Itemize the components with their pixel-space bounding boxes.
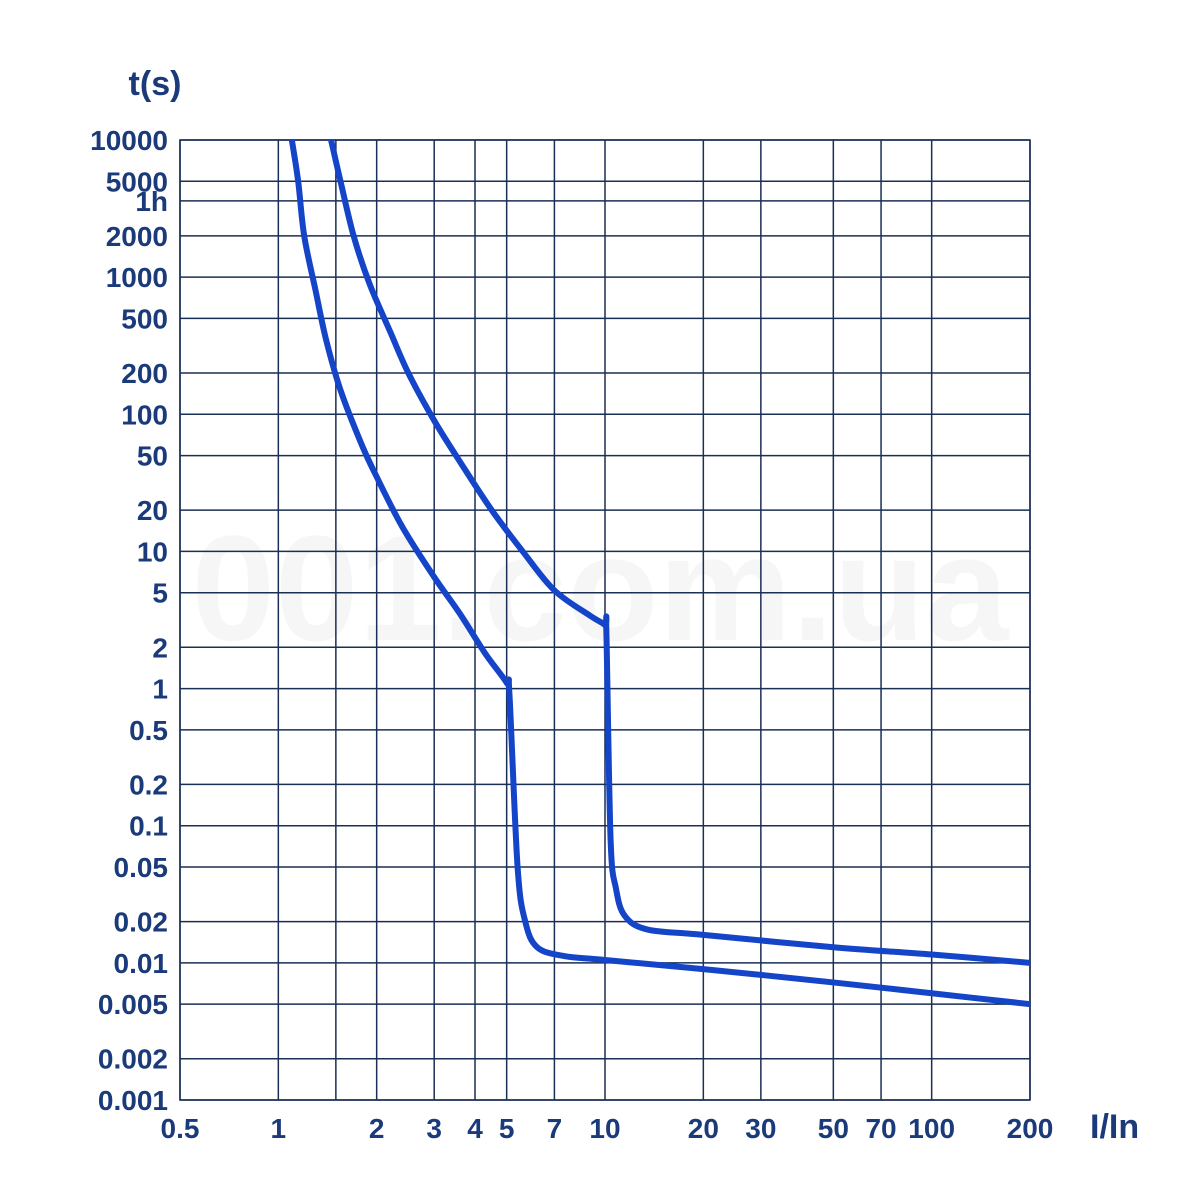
- x-tick-label: 2: [369, 1113, 385, 1144]
- y-tick-label: 0.2: [129, 769, 168, 800]
- x-tick-label: 10: [589, 1113, 620, 1144]
- y-tick-label: 0.05: [114, 852, 169, 883]
- x-tick-label: 20: [688, 1113, 719, 1144]
- x-tick-label: 50: [818, 1113, 849, 1144]
- y-tick-label: 0.02: [114, 907, 169, 938]
- x-tick-label: 5: [499, 1113, 515, 1144]
- x-tick-label: 7: [547, 1113, 563, 1144]
- y-tick-label: 0.002: [98, 1044, 168, 1075]
- trip-curve-chart: 001.com.ua1000050001h2000100050020010050…: [0, 0, 1200, 1200]
- chart-container: { "chart": { "type": "line", "y_title": …: [0, 0, 1200, 1200]
- y-tick-label: 10: [137, 536, 168, 567]
- y-tick-label: 0.001: [98, 1085, 168, 1116]
- y-tick-label: 100: [121, 399, 168, 430]
- y-tick-label: 0.1: [129, 811, 168, 842]
- y-tick-label: 2: [152, 632, 168, 663]
- x-tick-label: 30: [745, 1113, 776, 1144]
- y-tick-label: 5: [152, 578, 168, 609]
- x-tick-label: 3: [426, 1113, 442, 1144]
- y-axis-title: t(s): [129, 65, 182, 103]
- y-tick-label: 0.005: [98, 989, 168, 1020]
- x-tick-label: 70: [865, 1113, 896, 1144]
- y-tick-label: 50: [137, 441, 168, 472]
- x-axis-title: I/In: [1090, 1108, 1139, 1146]
- y-tick-label: 200: [121, 358, 168, 389]
- y-tick-label: 2000: [106, 221, 168, 252]
- y-tick-label: 20: [137, 495, 168, 526]
- y-tick-label: 0.01: [114, 948, 169, 979]
- x-tick-label: 100: [908, 1113, 955, 1144]
- x-tick-label: 0.5: [161, 1113, 200, 1144]
- y-tick-label: 1h: [135, 186, 168, 217]
- x-tick-label: 200: [1007, 1113, 1054, 1144]
- y-tick-label: 500: [121, 303, 168, 334]
- y-tick-label: 1000: [106, 262, 168, 293]
- y-tick-label: 10000: [90, 125, 168, 156]
- x-tick-label: 1: [271, 1113, 287, 1144]
- x-tick-label: 4: [467, 1113, 483, 1144]
- y-tick-label: 1: [152, 674, 168, 705]
- y-tick-label: 0.5: [129, 715, 168, 746]
